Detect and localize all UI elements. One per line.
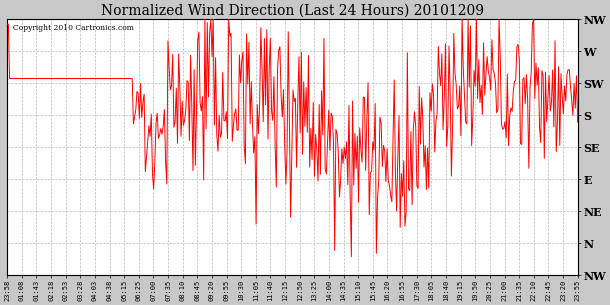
Title: Normalized Wind Direction (Last 24 Hours) 20101209: Normalized Wind Direction (Last 24 Hours… [101,4,484,18]
Text: Copyright 2010 Cartronics.com: Copyright 2010 Cartronics.com [13,24,134,32]
